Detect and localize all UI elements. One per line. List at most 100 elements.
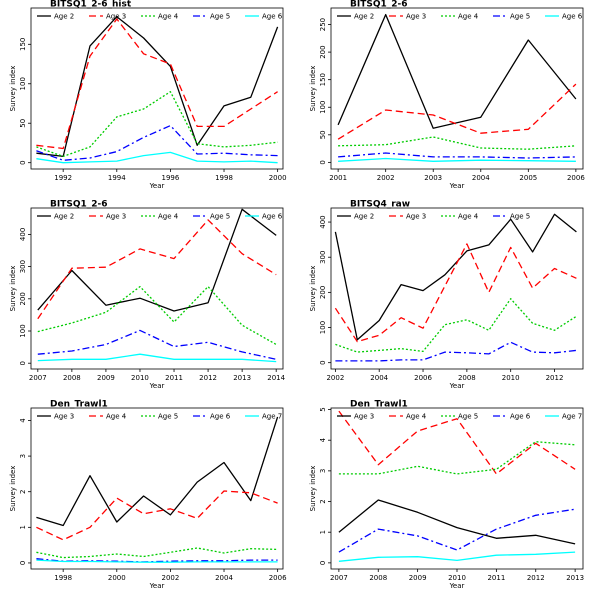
x-tick-label: 2002 <box>377 174 395 182</box>
y-tick-label: 0 <box>19 561 27 565</box>
legend-label: Age 5 <box>210 213 230 221</box>
series-line-age-5 <box>338 152 576 159</box>
x-tick-label: 2007 <box>330 574 348 582</box>
series-line-age-2 <box>334 213 577 341</box>
y-axis-label: Survey index <box>309 66 317 112</box>
y-tick-label: 5 <box>319 407 327 411</box>
legend-label: Age 5 <box>158 413 178 421</box>
x-tick-label: 2008 <box>458 374 476 382</box>
legend-label: Age 4 <box>406 413 427 421</box>
y-tick-label: 200 <box>319 286 327 299</box>
series-line-age-3 <box>334 243 577 343</box>
chart-title: BITSQ1_2-6 <box>350 0 408 10</box>
chart-title: Den_Trawl1 <box>50 400 108 410</box>
y-tick-label: 400 <box>319 215 327 228</box>
y-tick-label: 150 <box>319 73 327 86</box>
x-tick-label: 1996 <box>161 174 179 182</box>
plot-frame <box>30 407 284 570</box>
x-tick-label: 2000 <box>108 574 126 582</box>
series-line-age-5 <box>335 341 577 362</box>
legend-label: Age 3 <box>354 413 374 421</box>
x-tick-label: 2003 <box>424 174 442 182</box>
y-tick-label: 100 <box>319 321 327 334</box>
y-tick-label: 1 <box>19 525 27 529</box>
y-tick-label: 200 <box>319 45 327 58</box>
x-axis-label: Year <box>149 182 165 190</box>
y-tick-label: 0 <box>319 160 327 164</box>
legend-label: Age 7 <box>562 413 582 421</box>
x-tick-label: 2011 <box>165 374 183 382</box>
series-line-age-2 <box>337 13 577 129</box>
plot-frame <box>30 207 284 370</box>
x-tick-label: 1998 <box>54 574 72 582</box>
x-tick-label: 2002 <box>326 374 344 382</box>
series-line-age-6 <box>338 157 576 162</box>
y-tick-label: 200 <box>19 292 27 305</box>
chart-panel: BITSQ4_raw 2002 2004 2006 2008 2010 2012 0 100 20… <box>309 200 584 390</box>
plot-frame <box>330 407 584 570</box>
series-line-age-6 <box>36 151 278 164</box>
legend-label: Age 4 <box>458 13 479 21</box>
series-line-age-5 <box>36 124 278 161</box>
legend-label: Age 5 <box>510 13 530 21</box>
series-line-age-6 <box>338 508 576 553</box>
chart-title: BITSQ1_2-6 <box>50 200 108 210</box>
series-line-age-2 <box>37 208 277 312</box>
y-tick-label: 0 <box>319 561 327 565</box>
x-tick-label: 2009 <box>409 574 427 582</box>
y-tick-label: 4 <box>319 437 327 442</box>
legend-label: Age 4 <box>158 213 179 221</box>
y-tick-label: 1 <box>319 530 327 534</box>
legend-label: Age 3 <box>406 13 426 21</box>
x-axis-label: Year <box>149 382 165 390</box>
y-tick-label: 0 <box>319 360 327 364</box>
x-tick-label: 2012 <box>527 574 545 582</box>
x-axis-label: Year <box>149 582 165 590</box>
x-tick-label: 2012 <box>199 374 217 382</box>
legend-label: Age 4 <box>106 413 127 421</box>
series-line-age-3 <box>338 499 576 545</box>
series-line-age-7 <box>36 559 278 563</box>
x-tick-label: 2001 <box>329 174 347 182</box>
series-line-age-4 <box>36 91 278 158</box>
x-tick-label: 2010 <box>448 574 466 582</box>
x-tick-label: 2010 <box>502 374 520 382</box>
x-tick-label: 2008 <box>369 574 387 582</box>
x-tick-label: 1992 <box>54 174 72 182</box>
x-tick-label: 2008 <box>63 374 81 382</box>
legend-label: Age 2 <box>354 213 374 221</box>
x-tick-label: 2007 <box>29 374 47 382</box>
y-axis-label: Survey index <box>9 466 17 512</box>
x-tick-label: 1998 <box>215 174 233 182</box>
legend-label: Age 3 <box>406 213 426 221</box>
y-tick-label: 0 <box>19 361 27 365</box>
plot-frame <box>30 7 284 170</box>
chart-panel: BITSQ1_2-6 2007 2008 2009 2010 2011 2012 2013 20… <box>9 200 286 391</box>
y-tick-label: 4 <box>19 418 27 423</box>
y-tick-label: 50 <box>19 119 27 128</box>
legend-label: Age 2 <box>354 13 374 21</box>
legend-label: Age 2 <box>54 13 74 21</box>
chart-panel: Den_Trawl1 2007 2008 2009 2010 2011 2012 2013 0 1… <box>309 400 584 591</box>
x-tick-label: 2005 <box>519 174 537 182</box>
legend-label: Age 7 <box>262 413 282 421</box>
x-tick-label: 2014 <box>267 374 285 382</box>
series-line-age-4 <box>338 136 576 150</box>
y-tick-label: 2 <box>19 489 27 493</box>
x-tick-label: 2006 <box>567 174 585 182</box>
legend-label: Age 5 <box>210 13 230 21</box>
legend-label: Age 6 <box>262 13 283 21</box>
x-tick-label: 2011 <box>487 574 505 582</box>
series-line-age-5 <box>36 547 278 559</box>
series-line-age-2 <box>36 16 279 158</box>
legend-label: Age 2 <box>54 213 74 221</box>
x-tick-label: 2012 <box>546 374 564 382</box>
chart-title: BITSQ4_raw <box>350 200 410 210</box>
chart-panel: Den_Trawl1 1998 2000 2002 2004 2006 0 1 2 3 4 Year S… <box>9 400 287 591</box>
y-axis-label: Survey index <box>9 266 17 312</box>
series-line-age-3 <box>36 416 279 527</box>
legend-label: Age 6 <box>262 213 283 221</box>
x-tick-label: 1994 <box>108 174 126 182</box>
series-line-age-5 <box>338 441 576 475</box>
y-axis-label: Survey index <box>9 66 17 112</box>
